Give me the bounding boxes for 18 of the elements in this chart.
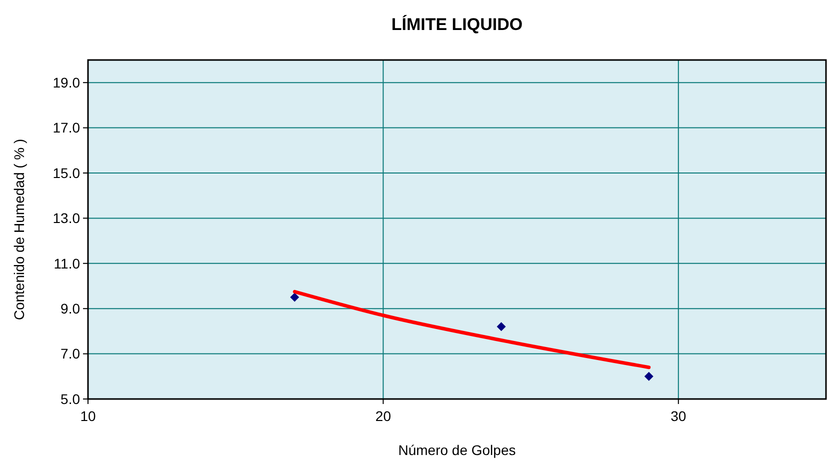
point	[644, 372, 654, 381]
point	[290, 292, 300, 302]
y-tick-label: 9.0	[60, 300, 80, 316]
y-tick-label: 13.0	[52, 210, 80, 226]
y-tick-label: 17.0	[52, 120, 80, 136]
y-tick-label: 19.0	[52, 74, 80, 90]
x-tick-label: 20	[375, 408, 392, 424]
y-tick-label: 5.0	[60, 390, 80, 407]
x-axis-title: Número de Golpes	[398, 442, 516, 458]
y-tick-label: 11.0	[54, 255, 80, 272]
x-tick-label: 30	[670, 408, 686, 424]
y-axis-title: Contenido de Humedad ( % )	[11, 138, 27, 320]
chart-title: LÍMITE LIQUIDO	[391, 14, 523, 34]
y-tick-label: 7.0	[60, 346, 80, 362]
point	[496, 322, 506, 332]
line-series	[292, 290, 651, 370]
x-tick-label: 10	[80, 408, 96, 424]
y-tick-label: 15.0	[52, 164, 80, 181]
